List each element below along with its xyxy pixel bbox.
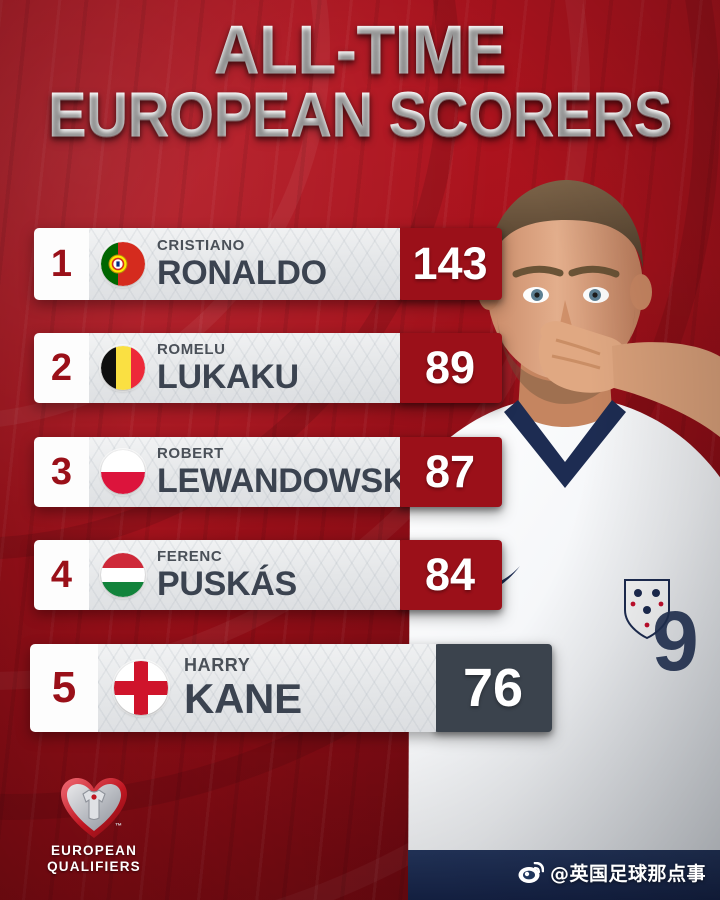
- player-first-name: CRISTIANO: [157, 237, 245, 254]
- player-first-name: HARRY: [184, 655, 251, 675]
- belgium-flag-icon: [101, 346, 145, 390]
- poland-flag-icon: [101, 450, 145, 494]
- rank-number: 3: [34, 437, 89, 507]
- rank-number: 4: [34, 540, 89, 610]
- goal-count: 143: [398, 228, 502, 300]
- svg-text:9: 9: [652, 594, 699, 688]
- rank-number: 5: [30, 644, 98, 732]
- player-first-name: FERENC: [157, 548, 223, 565]
- player-last-name: LEWANDOWSKI: [157, 462, 400, 500]
- player-last-name: LUKAKU: [157, 358, 299, 396]
- england-flag-icon: [114, 661, 168, 715]
- ranking-row: 1 CRISTIANO RONALDO 143: [34, 228, 502, 300]
- hungary-flag-icon: [101, 553, 145, 597]
- goal-count: 87: [398, 437, 502, 507]
- ranking-row: 3 ROBERT LEWANDOWSKI 87: [34, 437, 502, 507]
- goal-count: 84: [398, 540, 502, 610]
- watermark-handle: @英国足球那点事: [549, 863, 706, 885]
- ranking-row: 2 ROMELU LUKAKU 89: [34, 333, 502, 403]
- goal-count: 76: [434, 644, 552, 732]
- player-last-name: PUSKÁS: [157, 565, 297, 603]
- player-plate: HARRY KANE: [98, 644, 436, 732]
- player-name: CRISTIANO RONALDO: [157, 238, 327, 290]
- player-plate: ROBERT LEWANDOWSKI: [89, 437, 400, 507]
- player-name: ROMELU LUKAKU: [157, 342, 299, 394]
- player-plate: ROMELU LUKAKU: [89, 333, 400, 403]
- watermark: @英国足球那点事: [518, 859, 706, 886]
- player-plate: FERENC PUSKÁS: [89, 540, 400, 610]
- player-name: ROBERT LEWANDOWSKI: [157, 446, 400, 498]
- player-name: HARRY KANE: [184, 656, 302, 720]
- rank-number: 2: [34, 333, 89, 403]
- title-line-1: ALL-TIME: [29, 15, 691, 85]
- page-title: ALL-TIME EUROPEAN SCORERS: [0, 15, 720, 147]
- logo-line-1: EUROPEAN: [50, 843, 138, 858]
- player-last-name: RONALDO: [157, 254, 327, 292]
- ranking-row: 4 FERENC PUSKÁS 84: [34, 540, 502, 610]
- portugal-flag-icon: [101, 242, 145, 286]
- player-name: FERENC PUSKÁS: [157, 549, 297, 601]
- european-qualifiers-logo: ™ EUROPEAN QUALIFIERS: [34, 778, 154, 876]
- trademark-mark: ™: [115, 823, 122, 830]
- goal-count: 89: [398, 333, 502, 403]
- player-first-name: ROBERT: [157, 445, 224, 462]
- rank-number: 1: [34, 228, 89, 300]
- player-last-name: KANE: [184, 675, 302, 722]
- player-plate: CRISTIANO RONALDO: [89, 228, 400, 300]
- logo-line-2: QUALIFIERS: [47, 859, 141, 875]
- ranking-row: 5 HARRY KANE 76: [30, 644, 552, 732]
- european-qualifiers-crest-icon: ™: [61, 778, 127, 838]
- player-first-name: ROMELU: [157, 341, 226, 358]
- weibo-icon: [518, 861, 544, 883]
- title-line-2: EUROPEAN SCORERS: [29, 84, 691, 147]
